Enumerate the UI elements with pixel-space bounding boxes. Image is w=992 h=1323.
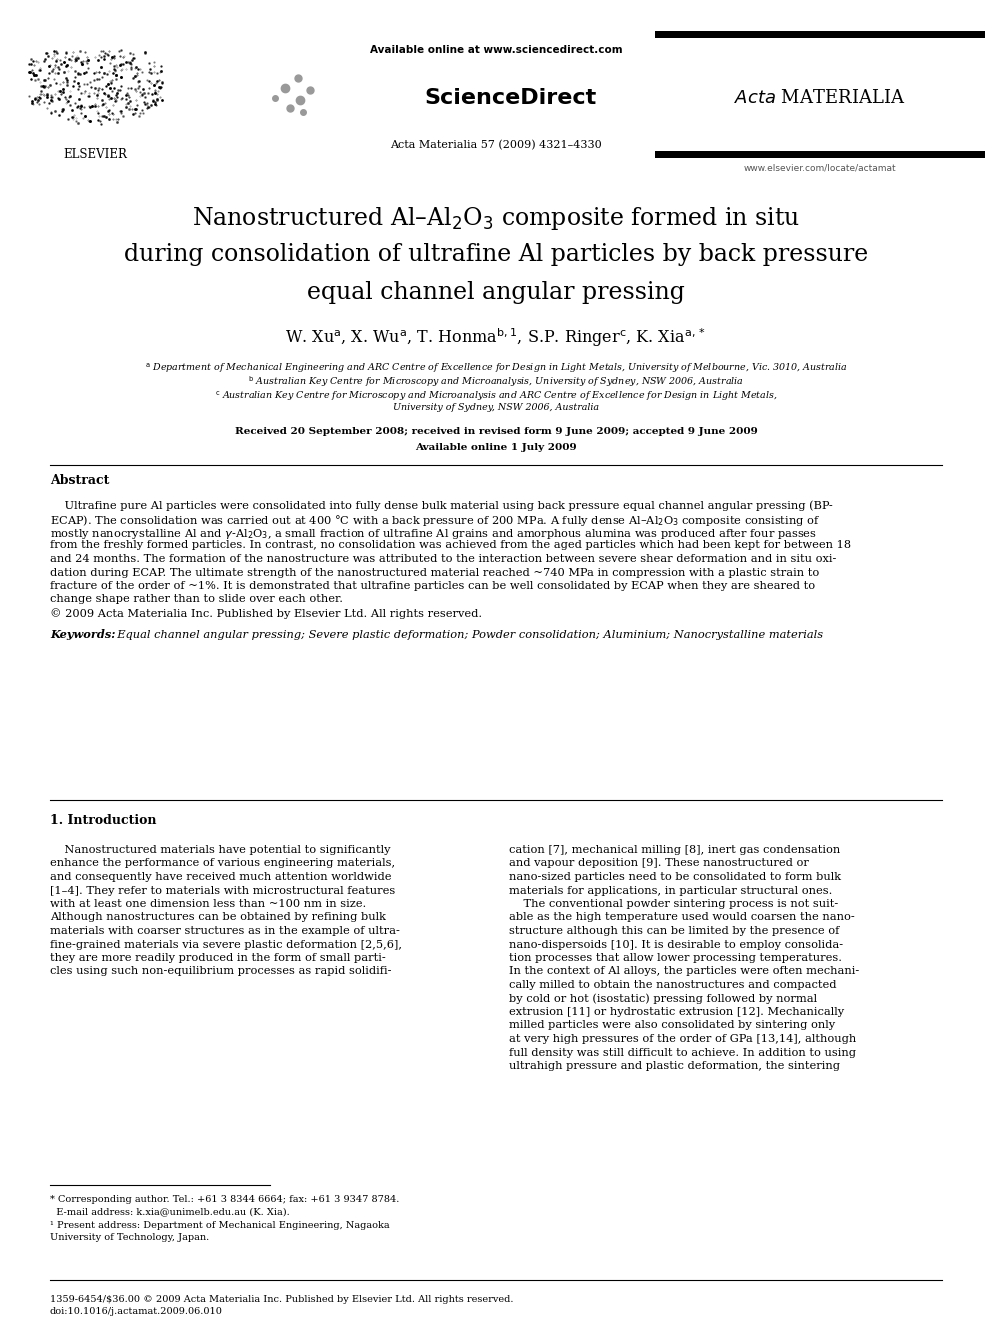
Text: $^\mathrm{b}$ Australian Key Centre for Microscopy and Microanalysis, University: $^\mathrm{b}$ Australian Key Centre for … — [248, 374, 744, 389]
Text: ECAP). The consolidation was carried out at 400 °C with a back pressure of 200 M: ECAP). The consolidation was carried out… — [50, 513, 820, 528]
Text: Although nanostructures can be obtained by refining bulk: Although nanostructures can be obtained … — [50, 913, 386, 922]
Text: nano-sized particles need to be consolidated to form bulk: nano-sized particles need to be consolid… — [509, 872, 841, 882]
Text: The conventional powder sintering process is not suit-: The conventional powder sintering proces… — [509, 900, 838, 909]
Text: materials with coarser structures as in the example of ultra-: materials with coarser structures as in … — [50, 926, 400, 935]
Text: Acta Materialia 57 (2009) 4321–4330: Acta Materialia 57 (2009) 4321–4330 — [390, 140, 602, 149]
Text: Nanostructured Al–Al$_2$O$_3$ composite formed in situ: Nanostructured Al–Al$_2$O$_3$ composite … — [192, 205, 800, 232]
Text: W. Xu$^\mathrm{a}$, X. Wu$^\mathrm{a}$, T. Honma$^{\mathrm{b,1}}$, S.P. Ringer$^: W. Xu$^\mathrm{a}$, X. Wu$^\mathrm{a}$, … — [286, 327, 706, 349]
Bar — [655, 30, 985, 38]
Text: change shape rather than to slide over each other.: change shape rather than to slide over e… — [50, 594, 343, 605]
Text: fracture of the order of ~1%. It is demonstrated that ultrafine particles can be: fracture of the order of ~1%. It is demo… — [50, 581, 815, 591]
Text: materials for applications, in particular structural ones.: materials for applications, in particula… — [509, 885, 832, 896]
Text: $^\mathrm{c}$ Australian Key Centre for Microscopy and Microanalysis and ARC Cen: $^\mathrm{c}$ Australian Key Centre for … — [214, 389, 778, 404]
Text: Equal channel angular pressing; Severe plastic deformation; Powder consolidation: Equal channel angular pressing; Severe p… — [110, 630, 823, 640]
Text: with at least one dimension less than ~100 nm in size.: with at least one dimension less than ~1… — [50, 900, 366, 909]
Text: tion processes that allow lower processing temperatures.: tion processes that allow lower processi… — [509, 953, 842, 963]
Text: Nanostructured materials have potential to significantly: Nanostructured materials have potential … — [50, 845, 391, 855]
Text: Ultrafine pure Al particles were consolidated into fully dense bulk material usi: Ultrafine pure Al particles were consoli… — [50, 500, 832, 511]
Text: and consequently have received much attention worldwide: and consequently have received much atte… — [50, 872, 392, 882]
Text: cation [7], mechanical milling [8], inert gas condensation: cation [7], mechanical milling [8], iner… — [509, 845, 840, 855]
Text: ultrahigh pressure and plastic deformation, the sintering: ultrahigh pressure and plastic deformati… — [509, 1061, 840, 1072]
Text: they are more readily produced in the form of small parti-: they are more readily produced in the fo… — [50, 953, 386, 963]
Text: and vapour deposition [9]. These nanostructured or: and vapour deposition [9]. These nanostr… — [509, 859, 808, 868]
Text: nano-dispersoids [10]. It is desirable to employ consolida-: nano-dispersoids [10]. It is desirable t… — [509, 939, 843, 950]
Text: University of Technology, Japan.: University of Technology, Japan. — [50, 1233, 209, 1242]
Bar — [655, 151, 985, 157]
Text: ¹ Present address: Department of Mechanical Engineering, Nagaoka: ¹ Present address: Department of Mechani… — [50, 1221, 390, 1230]
Text: In the context of Al alloys, the particles were often mechani-: In the context of Al alloys, the particl… — [509, 967, 859, 976]
Text: dation during ECAP. The ultimate strength of the nanostructured material reached: dation during ECAP. The ultimate strengt… — [50, 568, 819, 578]
Text: $\mathit{Acta}$ MATERIALIA: $\mathit{Acta}$ MATERIALIA — [734, 89, 906, 107]
Text: ELSEVIER: ELSEVIER — [63, 148, 127, 161]
Text: cally milled to obtain the nanostructures and compacted: cally milled to obtain the nanostructure… — [509, 980, 836, 990]
Text: $^\mathrm{a}$ Department of Mechanical Engineering and ARC Centre of Excellence : $^\mathrm{a}$ Department of Mechanical E… — [145, 361, 847, 374]
Text: at very high pressures of the order of GPa [13,14], although: at very high pressures of the order of G… — [509, 1035, 856, 1044]
Text: doi:10.1016/j.actamat.2009.06.010: doi:10.1016/j.actamat.2009.06.010 — [50, 1307, 223, 1316]
Text: www.elsevier.com/locate/actamat: www.elsevier.com/locate/actamat — [744, 164, 897, 172]
Text: mostly nanocrystalline Al and $\gamma$-Al$_2$O$_3$, a small fraction of ultrafin: mostly nanocrystalline Al and $\gamma$-A… — [50, 527, 816, 541]
Text: enhance the performance of various engineering materials,: enhance the performance of various engin… — [50, 859, 395, 868]
Text: extrusion [11] or hydrostatic extrusion [12]. Mechanically: extrusion [11] or hydrostatic extrusion … — [509, 1007, 844, 1017]
Text: cles using such non-equilibrium processes as rapid solidifi-: cles using such non-equilibrium processe… — [50, 967, 392, 976]
Text: Received 20 September 2008; received in revised form 9 June 2009; accepted 9 Jun: Received 20 September 2008; received in … — [235, 427, 757, 437]
Text: [1–4]. They refer to materials with microstructural features: [1–4]. They refer to materials with micr… — [50, 885, 395, 896]
Text: 1. Introduction: 1. Introduction — [50, 814, 157, 827]
Text: * Corresponding author. Tel.: +61 3 8344 6664; fax: +61 3 9347 8784.: * Corresponding author. Tel.: +61 3 8344… — [50, 1195, 400, 1204]
Text: 1359-6454/$36.00 © 2009 Acta Materialia Inc. Published by Elsevier Ltd. All righ: 1359-6454/$36.00 © 2009 Acta Materialia … — [50, 1294, 514, 1303]
Text: Available online at www.sciencedirect.com: Available online at www.sciencedirect.co… — [370, 45, 622, 56]
Text: fine-grained materials via severe plastic deformation [2,5,6],: fine-grained materials via severe plasti… — [50, 939, 402, 950]
Text: equal channel angular pressing: equal channel angular pressing — [308, 280, 684, 303]
Text: © 2009 Acta Materialia Inc. Published by Elsevier Ltd. All rights reserved.: © 2009 Acta Materialia Inc. Published by… — [50, 609, 482, 619]
Text: Available online 1 July 2009: Available online 1 July 2009 — [416, 442, 576, 451]
Text: from the freshly formed particles. In contrast, no consolidation was achieved fr: from the freshly formed particles. In co… — [50, 541, 851, 550]
Text: ScienceDirect: ScienceDirect — [425, 89, 597, 108]
Text: able as the high temperature used would coarsen the nano-: able as the high temperature used would … — [509, 913, 855, 922]
Text: Keywords:: Keywords: — [50, 630, 115, 640]
Text: University of Sydney, NSW 2006, Australia: University of Sydney, NSW 2006, Australi… — [393, 404, 599, 413]
Text: by cold or hot (isostatic) pressing followed by normal: by cold or hot (isostatic) pressing foll… — [509, 994, 817, 1004]
Text: during consolidation of ultrafine Al particles by back pressure: during consolidation of ultrafine Al par… — [124, 243, 868, 266]
Text: full density was still difficult to achieve. In addition to using: full density was still difficult to achi… — [509, 1048, 856, 1057]
Text: and 24 months. The formation of the nanostructure was attributed to the interact: and 24 months. The formation of the nano… — [50, 554, 836, 564]
Text: structure although this can be limited by the presence of: structure although this can be limited b… — [509, 926, 839, 935]
Text: E-mail address: k.xia@unimelb.edu.au (K. Xia).: E-mail address: k.xia@unimelb.edu.au (K.… — [50, 1207, 290, 1216]
Text: milled particles were also consolidated by sintering only: milled particles were also consolidated … — [509, 1020, 835, 1031]
Text: Abstract: Abstract — [50, 474, 109, 487]
